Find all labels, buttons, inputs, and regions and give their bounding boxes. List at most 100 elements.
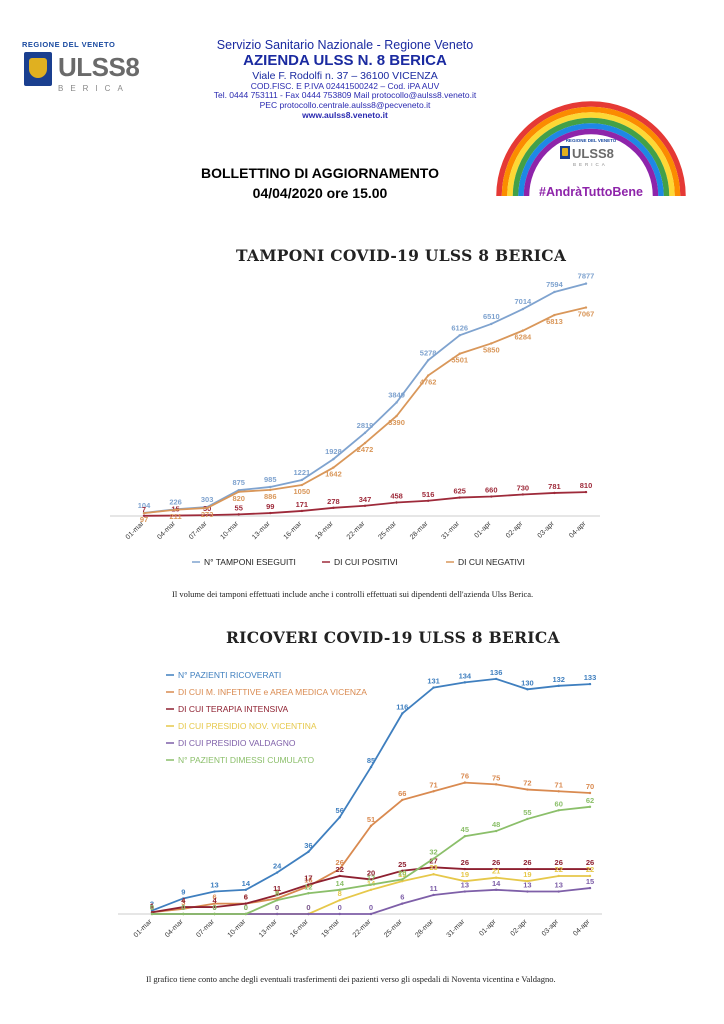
data-point xyxy=(269,488,272,492)
data-label: 0 xyxy=(244,903,248,912)
data-label: 0 xyxy=(212,903,216,912)
data-label: 13 xyxy=(210,881,218,890)
data-label: 0 xyxy=(150,903,154,912)
data-label: 1642 xyxy=(325,470,342,479)
data-point xyxy=(275,893,279,897)
header-line-3: Viale F. Rodolfi n. 37 – 36100 VICENZA xyxy=(252,69,438,82)
data-label: 130 xyxy=(521,678,534,687)
data-label: 19 xyxy=(398,870,406,879)
data-point xyxy=(307,912,310,916)
data-point xyxy=(553,290,556,294)
data-point xyxy=(490,495,493,498)
badge-sub: BERICA xyxy=(573,162,608,167)
chart-1-note: Il volume dei tamponi effettuati include… xyxy=(172,589,534,599)
data-point xyxy=(213,890,216,893)
data-label: 23 xyxy=(429,863,437,872)
data-point xyxy=(494,677,498,681)
data-label: 0 xyxy=(212,903,216,912)
header-line-1: Servizio Sanitario Nazionale - Regione V… xyxy=(216,38,474,52)
data-point xyxy=(182,907,185,911)
data-label: 0 xyxy=(212,903,216,912)
data-point xyxy=(584,282,588,285)
data-label: 0 xyxy=(181,903,185,912)
data-point xyxy=(275,871,279,874)
rainbow-badge: REGIONE DEL VENETO ULSS8 BERICA #AndràTu… xyxy=(496,101,686,199)
data-label: 660 xyxy=(485,486,498,495)
ulss8-logo: REGIONE DEL VENETO ULSS8 BERICA xyxy=(22,40,142,100)
data-point xyxy=(557,867,560,871)
data-point xyxy=(494,888,498,891)
data-label: 303 xyxy=(201,495,214,504)
data-point xyxy=(269,511,272,515)
data-point xyxy=(432,866,435,869)
data-label: 136 xyxy=(490,668,503,677)
data-point xyxy=(244,888,248,891)
letterhead: Servizio Sanitario Nazionale - Regione V… xyxy=(150,38,540,121)
legend-label: DI CUI PRESIDIO NOV. VICENTINA xyxy=(178,721,317,731)
data-point xyxy=(182,897,185,900)
data-point xyxy=(150,909,154,912)
data-point xyxy=(588,867,592,871)
data-point xyxy=(401,798,404,802)
x-tick-label: 13-mar xyxy=(258,918,279,939)
data-point xyxy=(244,912,248,916)
x-tick-label: 31-mar xyxy=(446,918,467,939)
x-tick-label: 10-mar xyxy=(227,918,248,939)
chart-2-note: Il grafico tiene conto anche degli event… xyxy=(146,974,556,984)
data-point xyxy=(458,496,461,499)
x-tick-label: 19-mar xyxy=(320,918,341,939)
data-point xyxy=(494,867,498,871)
data-label: 71 xyxy=(555,780,563,789)
data-point xyxy=(275,898,279,902)
data-label: 17 xyxy=(367,874,375,883)
x-tick-label: 03-apr xyxy=(537,520,557,540)
data-point xyxy=(490,342,493,345)
data-point xyxy=(490,322,493,326)
data-point xyxy=(307,850,310,853)
rainbow-arcs-icon xyxy=(496,101,686,197)
data-label: 6 xyxy=(244,893,248,902)
data-label: 7 xyxy=(142,505,146,514)
data-label: 17 xyxy=(304,874,312,883)
data-point xyxy=(332,466,335,469)
rainbow-band xyxy=(512,117,670,197)
legend-label: DI CUI PRESIDIO VALDAGNO xyxy=(178,738,296,748)
data-point xyxy=(494,783,498,786)
data-point xyxy=(369,912,373,916)
data-point xyxy=(338,816,341,819)
data-label: 62 xyxy=(586,796,594,805)
data-label: 131 xyxy=(427,677,440,686)
data-point xyxy=(432,790,435,793)
data-label: 14 xyxy=(336,879,345,888)
data-label: 27 xyxy=(429,856,437,865)
data-label: 810 xyxy=(580,481,593,490)
data-point xyxy=(557,790,560,793)
data-label: 32 xyxy=(429,848,437,857)
data-label: 1050 xyxy=(294,487,311,496)
data-point xyxy=(401,879,404,883)
data-label: 12 xyxy=(304,882,312,891)
data-label: 133 xyxy=(584,673,597,682)
legend-label: DI CUI POSITIVI xyxy=(334,557,398,567)
data-point xyxy=(432,893,435,897)
data-label: 6126 xyxy=(451,323,468,332)
data-point xyxy=(369,883,373,886)
legend-label: DI CUI M. INFETTIVE e AREA MEDICA VICENZ… xyxy=(178,687,367,697)
data-point xyxy=(588,682,592,686)
x-tick-label: 22-mar xyxy=(346,520,367,541)
x-tick-label: 04-apr xyxy=(568,520,588,540)
data-label: 4 xyxy=(212,896,217,905)
data-label: 0 xyxy=(275,903,279,912)
legend-label: DI CUI TERAPIA INTENSIVA xyxy=(178,704,289,714)
data-point xyxy=(338,912,341,916)
header-line-7[interactable]: www.aulss8.veneto.it xyxy=(302,109,388,120)
data-label: 8 xyxy=(338,889,342,898)
data-label: 0 xyxy=(244,903,248,912)
data-label: 48 xyxy=(492,820,500,829)
hashtag-text: #AndràTuttoBene xyxy=(539,185,643,199)
data-point xyxy=(369,878,373,881)
data-point xyxy=(213,912,216,916)
data-label: 3849 xyxy=(388,390,405,399)
data-label: 3 xyxy=(181,898,185,907)
data-label: 730 xyxy=(517,483,530,492)
